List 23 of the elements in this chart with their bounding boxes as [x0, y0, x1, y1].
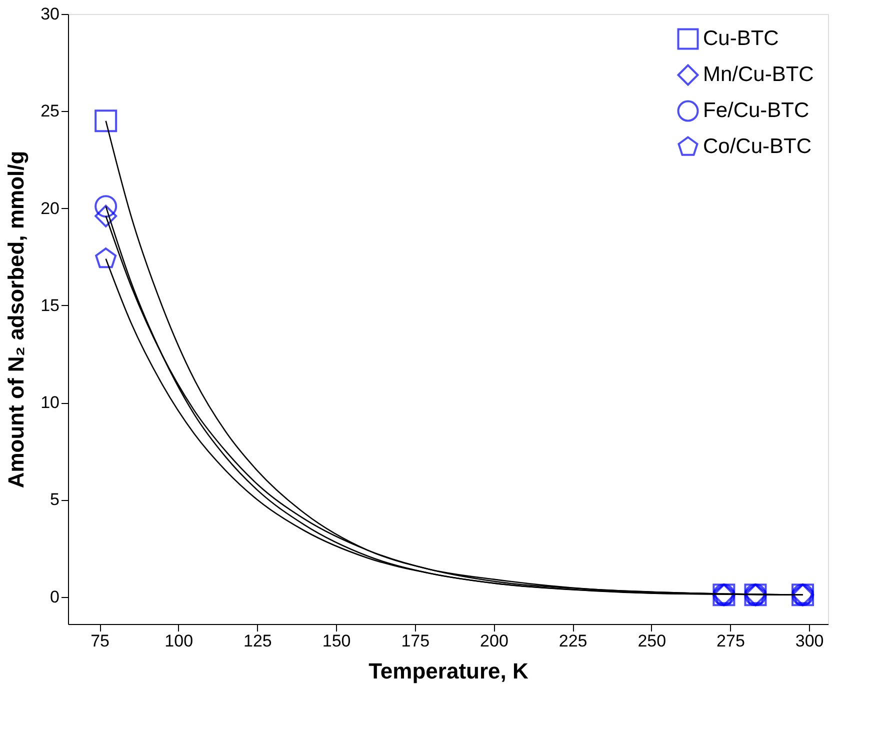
- legend-label: Mn/Cu-BTC: [703, 63, 814, 86]
- y-tick-label: 0: [50, 587, 60, 606]
- x-tick-label: 100: [164, 632, 194, 650]
- y-axis-title: Amount of N₂ adsorbed, mmol/g: [4, 150, 29, 488]
- y-tick-label: 20: [40, 198, 60, 218]
- x-tick-label: 300: [795, 632, 824, 650]
- y-tick-label: 5: [50, 490, 60, 510]
- x-tick-label: 200: [480, 632, 508, 650]
- y-tick-label: 15: [40, 296, 60, 315]
- x-tick-label: 225: [558, 632, 588, 650]
- x-tick-label: 150: [322, 632, 351, 650]
- x-tick-label: 125: [244, 632, 272, 650]
- x-axis-title: Temperature, K: [368, 658, 528, 684]
- x-tick-label: 275: [716, 632, 745, 650]
- y-tick-label: 25: [40, 102, 60, 121]
- legend-label: Co/Cu-BTC: [703, 135, 812, 158]
- y-tick-label: 10: [40, 393, 60, 412]
- x-tick-label: 175: [401, 632, 430, 650]
- y-tick-label: 30: [40, 4, 60, 24]
- x-tick-label: 250: [638, 632, 666, 650]
- x-tick-label: 75: [90, 632, 110, 650]
- legend-label: Fe/Cu-BTC: [703, 99, 810, 122]
- legend-label: Cu-BTC: [703, 27, 779, 50]
